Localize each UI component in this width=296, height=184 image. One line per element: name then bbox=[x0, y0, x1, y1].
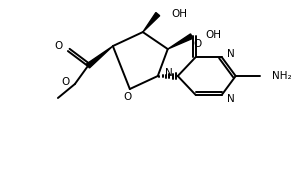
Text: NH₂: NH₂ bbox=[272, 71, 291, 81]
Text: N: N bbox=[165, 68, 173, 78]
Polygon shape bbox=[143, 13, 160, 32]
Text: O: O bbox=[62, 77, 70, 87]
Text: OH: OH bbox=[206, 30, 222, 40]
Polygon shape bbox=[168, 34, 193, 49]
Text: OH: OH bbox=[172, 9, 188, 19]
Polygon shape bbox=[86, 46, 113, 68]
Text: O: O bbox=[124, 92, 132, 102]
Text: N: N bbox=[227, 94, 234, 104]
Text: N: N bbox=[227, 49, 234, 59]
Text: O: O bbox=[55, 41, 63, 51]
Text: O: O bbox=[194, 39, 202, 49]
